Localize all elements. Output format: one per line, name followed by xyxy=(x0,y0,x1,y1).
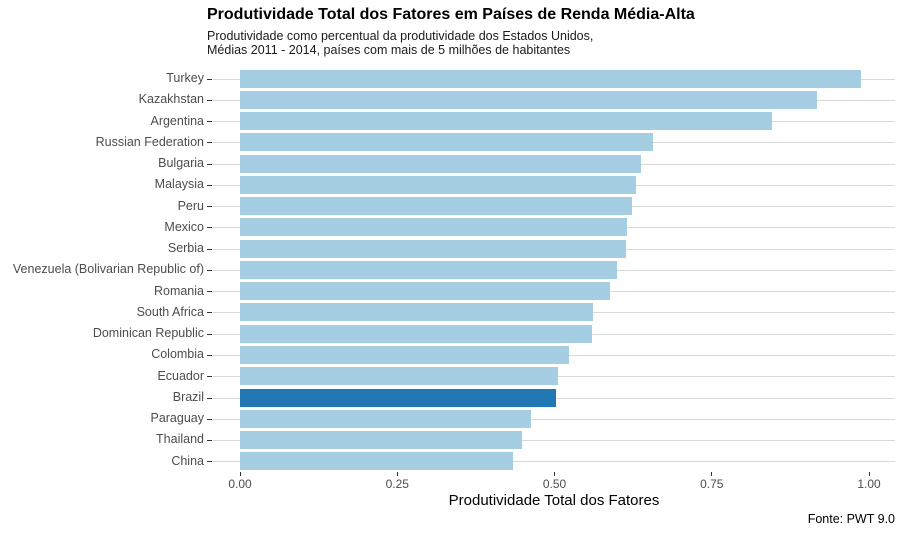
bar-row: China xyxy=(0,451,900,472)
bar xyxy=(240,90,817,109)
y-tick-mark xyxy=(207,269,212,271)
bar xyxy=(240,409,532,428)
bar-row: Ecuador xyxy=(0,366,900,387)
y-axis-label: Argentina xyxy=(150,113,204,128)
y-axis-label: Colombia xyxy=(151,347,204,362)
x-tick-label: 1.00 xyxy=(857,477,881,491)
chart-title: Produtividade Total dos Fatores em Paíse… xyxy=(207,6,695,23)
bar xyxy=(240,69,861,88)
y-axis-label: Romania xyxy=(153,283,204,298)
gridline xyxy=(213,461,895,463)
bar xyxy=(240,324,592,343)
bar xyxy=(240,303,593,322)
bar-row: Brazil xyxy=(0,387,900,408)
bar-row: Venezuela (Bolivarian Republic of) xyxy=(0,259,900,280)
bar xyxy=(240,346,569,364)
y-tick-mark xyxy=(207,312,212,314)
bar xyxy=(240,367,558,386)
x-tick-mark xyxy=(554,472,555,476)
x-tick-mark xyxy=(396,472,398,476)
subtitle-line-2: Médias 2011 - 2014, países com mais de 5… xyxy=(207,42,571,57)
y-axis-label: Ecuador xyxy=(157,368,204,383)
y-axis-label: Peru xyxy=(177,198,204,213)
bar xyxy=(240,175,636,194)
y-axis-label: Serbia xyxy=(167,241,204,256)
y-tick-mark xyxy=(207,121,212,123)
y-tick-mark xyxy=(207,376,212,378)
bar-highlight xyxy=(240,388,556,407)
bar-row: Dominican Republic xyxy=(0,323,900,344)
bar-row: Serbia xyxy=(0,238,900,259)
y-tick-mark xyxy=(207,440,212,442)
bar xyxy=(240,452,513,471)
y-tick-mark xyxy=(207,355,212,356)
x-tick-label: 0.25 xyxy=(385,477,409,491)
bar xyxy=(240,239,626,258)
y-axis-label: Paraguay xyxy=(150,411,204,426)
bar-row: Bulgaria xyxy=(0,153,900,174)
gridline xyxy=(213,440,895,442)
y-tick-mark xyxy=(207,163,212,165)
y-axis-label: Thailand xyxy=(156,432,204,447)
y-axis-label: Russian Federation xyxy=(95,134,204,149)
bar xyxy=(240,197,632,216)
y-tick-mark xyxy=(207,418,212,420)
x-tick-mark xyxy=(711,472,713,476)
gridline xyxy=(213,418,895,420)
bar xyxy=(240,431,522,450)
x-tick-mark xyxy=(868,472,870,476)
bar-row: South Africa xyxy=(0,302,900,323)
bar xyxy=(240,218,627,237)
bar-row: Colombia xyxy=(0,344,900,365)
bar xyxy=(240,154,642,173)
bar-row: Argentina xyxy=(0,111,900,132)
y-axis-label: Dominican Republic xyxy=(92,326,204,341)
chart-subtitle: Produtividade como percentual da produti… xyxy=(207,29,594,57)
x-tick-mark xyxy=(239,472,241,476)
y-tick-mark xyxy=(207,206,212,208)
y-tick-mark xyxy=(207,291,212,293)
bar-row: Turkey xyxy=(0,68,900,89)
y-tick-mark xyxy=(207,227,212,229)
y-tick-mark xyxy=(207,184,212,186)
y-axis-label: Venezuela (Bolivarian Republic of) xyxy=(12,262,204,277)
y-axis-label: South Africa xyxy=(136,304,204,319)
x-tick-label: 0.00 xyxy=(228,477,252,491)
y-axis-label: Bulgaria xyxy=(158,156,204,171)
y-axis-label: Malaysia xyxy=(154,177,204,192)
bar-row: Peru xyxy=(0,196,900,217)
subtitle-line-1: Produtividade como percentual da produti… xyxy=(207,29,594,43)
y-axis-label: Kazakhstan xyxy=(138,92,204,107)
x-axis-title: Produtividade Total dos Fatores xyxy=(448,492,660,509)
bar-row: Malaysia xyxy=(0,174,900,195)
bar-row: Thailand xyxy=(0,429,900,450)
bar-row: Paraguay xyxy=(0,408,900,429)
x-tick-label: 0.50 xyxy=(542,477,567,491)
y-tick-mark xyxy=(207,333,212,335)
y-axis-label: China xyxy=(171,453,204,468)
y-tick-mark xyxy=(207,78,212,80)
y-tick-mark xyxy=(207,397,212,399)
y-axis-label: Brazil xyxy=(172,389,204,404)
y-tick-mark xyxy=(207,99,212,101)
y-tick-mark xyxy=(207,248,212,250)
source-caption: Fonte: PWT 9.0 xyxy=(807,512,895,526)
bar-row: Russian Federation xyxy=(0,132,900,153)
bar xyxy=(240,260,617,279)
bar-row: Romania xyxy=(0,281,900,302)
bar xyxy=(240,112,773,131)
bar-row: Kazakhstan xyxy=(0,89,900,110)
y-tick-mark xyxy=(207,461,212,463)
y-axis-label: Turkey xyxy=(166,71,204,85)
bar-row: Mexico xyxy=(0,217,900,238)
x-tick-label: 0.75 xyxy=(700,477,724,491)
y-axis-label: Mexico xyxy=(164,219,204,234)
bar xyxy=(240,282,611,301)
bar xyxy=(240,133,654,152)
y-tick-mark xyxy=(207,142,212,144)
